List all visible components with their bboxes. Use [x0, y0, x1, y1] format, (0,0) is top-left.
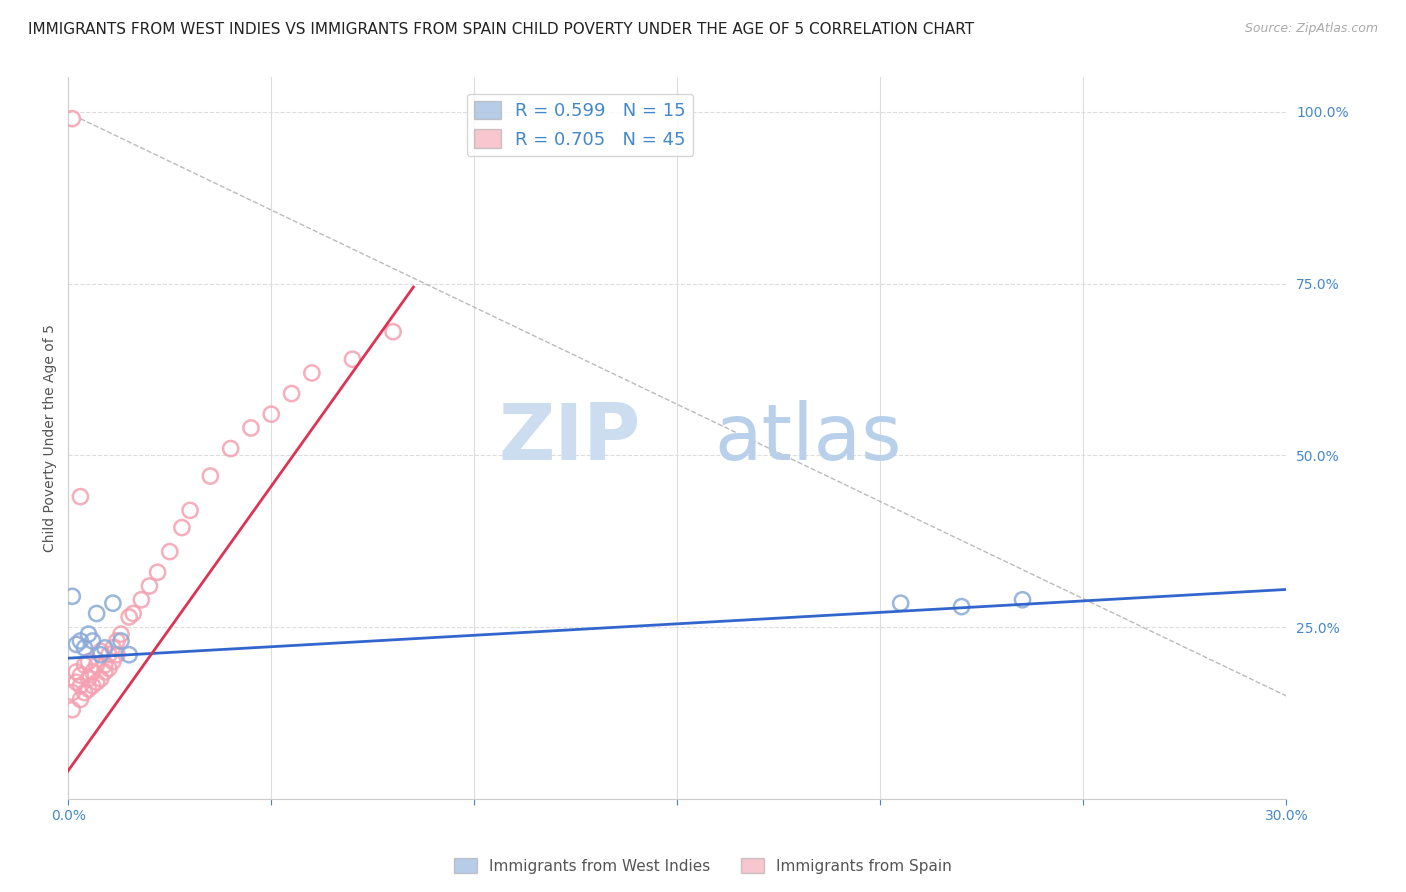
Legend: Immigrants from West Indies, Immigrants from Spain: Immigrants from West Indies, Immigrants …: [449, 852, 957, 880]
Point: [342, 352, 364, 367]
Text: IMMIGRANTS FROM WEST INDIES VS IMMIGRANTS FROM SPAIN CHILD POVERTY UNDER THE AGE: IMMIGRANTS FROM WEST INDIES VS IMMIGRANT…: [28, 22, 974, 37]
Point: [65, 675, 87, 690]
Point: [60, 590, 83, 604]
Point: [86, 607, 108, 621]
Point: [65, 637, 87, 651]
Point: [77, 627, 100, 641]
Point: [69, 692, 91, 706]
Point: [170, 520, 193, 534]
Point: [60, 112, 83, 126]
Point: [60, 703, 83, 717]
Point: [382, 325, 405, 339]
Point: [1011, 592, 1033, 607]
Text: ZIP: ZIP: [499, 401, 641, 476]
Point: [65, 665, 87, 679]
Text: atlas: atlas: [714, 401, 901, 476]
Legend: R = 0.599   N = 15, R = 0.705   N = 45: R = 0.599 N = 15, R = 0.705 N = 45: [467, 94, 693, 156]
Point: [280, 386, 302, 401]
Text: Source: ZipAtlas.com: Source: ZipAtlas.com: [1244, 22, 1378, 36]
Point: [301, 366, 323, 380]
Point: [73, 640, 96, 655]
Point: [179, 503, 201, 517]
Point: [105, 648, 128, 662]
Point: [101, 640, 124, 655]
Point: [73, 685, 96, 699]
Point: [69, 679, 91, 693]
Point: [86, 675, 108, 690]
Point: [97, 648, 120, 662]
Point: [97, 661, 120, 675]
Point: [118, 610, 141, 624]
Point: [239, 421, 262, 435]
Point: [82, 679, 104, 693]
Point: [60, 685, 83, 699]
Point: [950, 599, 973, 614]
Point: [94, 665, 117, 679]
Point: [82, 665, 104, 679]
Point: [69, 634, 91, 648]
Point: [69, 490, 91, 504]
Point: [159, 544, 181, 558]
Point: [82, 634, 104, 648]
Point: [260, 407, 283, 421]
Y-axis label: Child Poverty Under the Age of 5: Child Poverty Under the Age of 5: [44, 325, 58, 552]
Point: [138, 579, 160, 593]
Point: [90, 648, 112, 662]
Point: [101, 655, 124, 669]
Point: [200, 469, 222, 483]
Point: [131, 592, 153, 607]
Point: [94, 640, 117, 655]
Point: [77, 682, 100, 697]
Point: [101, 596, 124, 610]
Point: [110, 627, 132, 641]
Point: [118, 648, 141, 662]
Point: [69, 668, 91, 682]
Point: [105, 634, 128, 648]
Point: [890, 596, 912, 610]
Point: [90, 672, 112, 686]
Point: [77, 655, 100, 669]
Point: [219, 442, 242, 456]
Point: [86, 658, 108, 673]
Point: [77, 672, 100, 686]
Point: [73, 658, 96, 673]
Point: [146, 566, 169, 580]
Point: [110, 634, 132, 648]
Point: [94, 658, 117, 673]
Point: [122, 607, 145, 621]
Point: [90, 644, 112, 658]
